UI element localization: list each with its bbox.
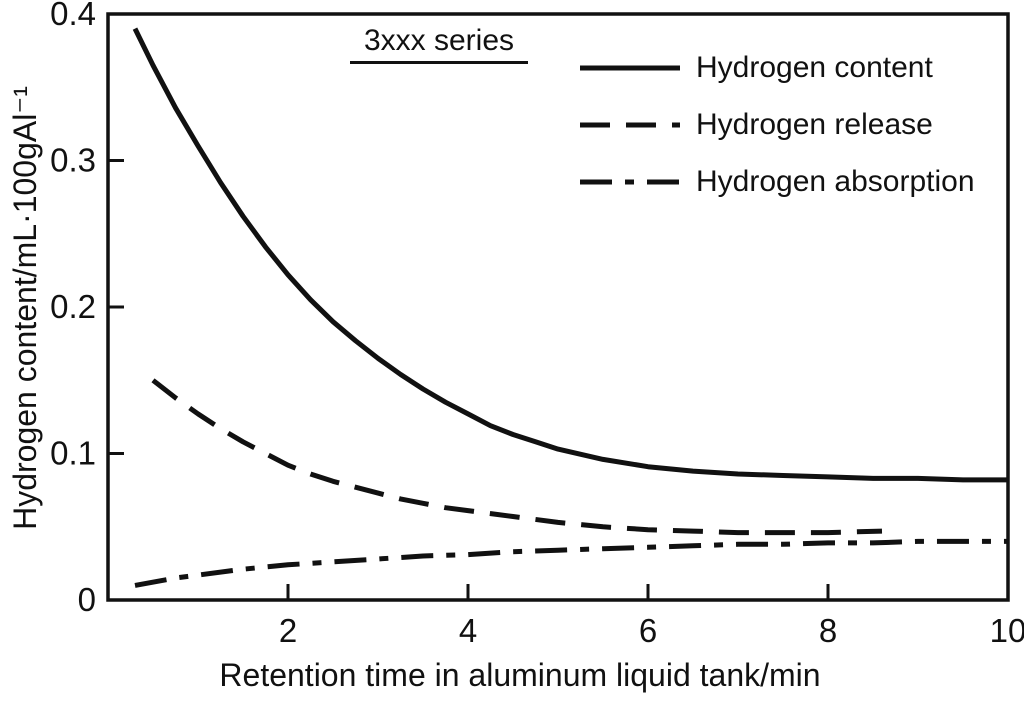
y-tick-label: 0.3 [50, 142, 96, 179]
legend-entry-hydrogen-release: Hydrogen release [580, 105, 975, 145]
curve-solid [132, 27, 1008, 483]
y-tick-label: 0 [78, 581, 96, 618]
legend-entry-hydrogen-absorption: Hydrogen absorption [580, 162, 975, 202]
chart-legend: Hydrogen content Hydrogen release Hydrog… [580, 48, 975, 219]
y-tick-label: 0.1 [50, 435, 96, 472]
legend-label: Hydrogen release [696, 108, 933, 141]
y-tick-label: 0.4 [50, 0, 96, 32]
dash-dot-line-icon [580, 179, 680, 185]
solid-line-icon [580, 65, 680, 71]
x-tick-label: 2 [279, 612, 297, 649]
curve-dashed [151, 378, 883, 536]
legend-label: Hydrogen absorption [696, 165, 975, 198]
y-tick-label: 0.2 [50, 288, 96, 325]
legend-entry-hydrogen-content: Hydrogen content [580, 48, 975, 88]
x-tick-label: 6 [639, 612, 657, 649]
series-annotation: 3xxx series [350, 24, 528, 64]
x-axis-title: Retention time in aluminum liquid tank/m… [219, 657, 820, 693]
legend-label: Hydrogen content [696, 51, 933, 84]
axis-ticks: 0 0.1 0.2 0.3 0.4 2 4 6 8 10 [50, 0, 1024, 649]
dashed-line-icon [580, 122, 680, 128]
series-curves [132, 27, 1008, 588]
y-axis-title: Hydrogen content/mL·100gAl⁻¹ [7, 86, 43, 530]
x-tick-label: 8 [819, 612, 837, 649]
x-tick-label: 10 [990, 612, 1024, 649]
curve-dashdot [134, 538, 1008, 588]
x-tick-label: 4 [459, 612, 477, 649]
